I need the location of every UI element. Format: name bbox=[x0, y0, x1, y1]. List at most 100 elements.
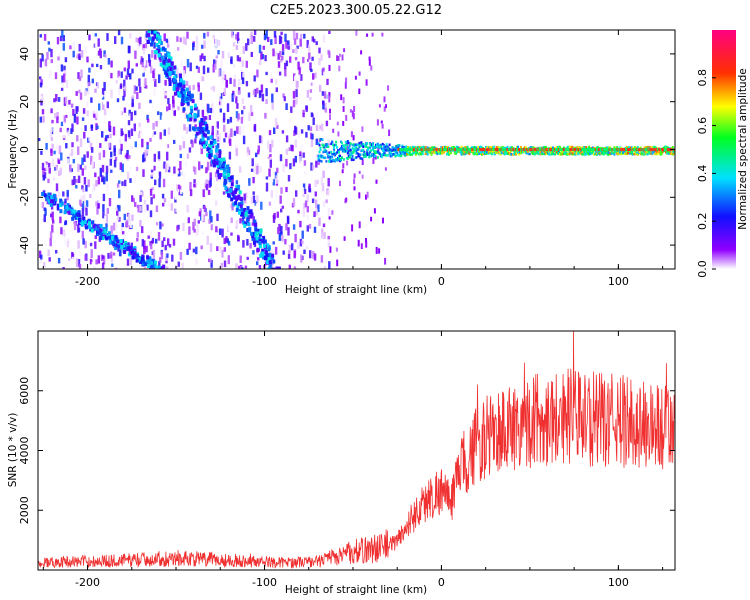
noise-cell bbox=[40, 99, 43, 106]
carrier-cell bbox=[335, 140, 338, 144]
noise-cell bbox=[326, 78, 329, 85]
noise-cell bbox=[199, 92, 203, 100]
signal-cell bbox=[211, 144, 215, 149]
noise-cell bbox=[303, 33, 306, 39]
noise-cell bbox=[202, 189, 205, 197]
noise-cell bbox=[221, 51, 225, 59]
noise-cell bbox=[307, 125, 310, 131]
noise-cell bbox=[253, 36, 256, 42]
noise-cell bbox=[320, 265, 323, 269]
noise-cell bbox=[194, 134, 198, 139]
noise-cell bbox=[147, 235, 150, 239]
noise-cell bbox=[118, 180, 121, 184]
noise-cell bbox=[375, 179, 378, 184]
noise-cell bbox=[179, 161, 182, 170]
colorbar-tick-label: 0.8 bbox=[696, 69, 709, 87]
carrier-cell bbox=[365, 145, 368, 148]
noise-cell bbox=[62, 43, 65, 51]
noise-cell bbox=[254, 88, 257, 98]
noise-cell bbox=[80, 69, 83, 78]
carrier-cell bbox=[374, 151, 376, 155]
signal-cell bbox=[213, 154, 217, 159]
noise-cell bbox=[274, 51, 277, 56]
carrier-cell bbox=[466, 145, 469, 149]
signal-cell bbox=[149, 258, 153, 263]
x-tick-label: 100 bbox=[608, 576, 629, 589]
carrier-cell bbox=[459, 151, 462, 154]
noise-cell bbox=[141, 226, 144, 234]
noise-cell bbox=[287, 175, 291, 182]
noise-cell bbox=[286, 215, 290, 225]
noise-cell bbox=[217, 50, 220, 55]
signal-cell bbox=[218, 161, 222, 166]
noise-cell bbox=[139, 36, 142, 45]
noise-cell bbox=[102, 212, 105, 219]
noise-cell bbox=[272, 179, 275, 186]
noise-cell bbox=[306, 206, 309, 213]
noise-cell bbox=[303, 203, 306, 209]
noise-cell bbox=[148, 54, 151, 63]
noise-cell bbox=[159, 221, 162, 230]
x-tick-label: -100 bbox=[252, 275, 277, 288]
noise-cell bbox=[134, 110, 137, 116]
signal-cell bbox=[76, 215, 80, 220]
carrier-cell bbox=[333, 148, 336, 151]
signal-cell bbox=[191, 99, 195, 104]
noise-cell bbox=[273, 31, 277, 38]
noise-cell bbox=[68, 99, 71, 105]
noise-cell bbox=[192, 248, 196, 253]
noise-cell bbox=[298, 156, 302, 164]
noise-cell bbox=[216, 213, 219, 221]
noise-cell bbox=[149, 137, 152, 142]
carrier-cell bbox=[348, 144, 351, 147]
noise-cell bbox=[327, 207, 331, 217]
noise-cell bbox=[285, 186, 288, 193]
noise-cell bbox=[128, 238, 131, 245]
noise-cell bbox=[101, 164, 105, 173]
noise-cell bbox=[161, 223, 164, 227]
noise-cell bbox=[121, 181, 124, 186]
carrier-cell bbox=[333, 146, 336, 149]
noise-cell bbox=[272, 241, 275, 245]
figure-title: C2E5.2023.300.05.22.G12 bbox=[270, 3, 442, 18]
carrier-cell bbox=[319, 148, 322, 151]
carrier-cell bbox=[510, 153, 513, 156]
carrier-cell bbox=[425, 150, 428, 154]
noise-cell bbox=[39, 34, 42, 38]
noise-cell bbox=[211, 125, 214, 135]
noise-cell bbox=[157, 232, 161, 241]
noise-cell bbox=[92, 183, 95, 193]
noise-cell bbox=[79, 164, 82, 170]
carrier-cell bbox=[473, 146, 476, 149]
noise-cell bbox=[310, 68, 313, 73]
noise-cell bbox=[50, 149, 53, 156]
noise-cell bbox=[97, 255, 100, 264]
signal-cell bbox=[240, 212, 244, 216]
carrier-cell bbox=[627, 151, 629, 155]
noise-cell bbox=[62, 134, 66, 139]
noise-cell bbox=[228, 181, 231, 188]
noise-cell bbox=[218, 88, 222, 97]
noise-cell bbox=[223, 238, 226, 244]
noise-cell bbox=[279, 51, 282, 58]
carrier-cell bbox=[334, 154, 337, 157]
noise-cell bbox=[257, 32, 260, 40]
signal-cell bbox=[187, 117, 190, 122]
signal-cell bbox=[169, 56, 173, 61]
noise-cell bbox=[53, 98, 56, 103]
signal-cell bbox=[99, 223, 103, 228]
noise-cell bbox=[218, 133, 221, 141]
noise-cell bbox=[150, 173, 154, 177]
noise-cell bbox=[331, 210, 334, 215]
signal-cell bbox=[201, 129, 205, 134]
noise-cell bbox=[153, 88, 156, 96]
noise-cell bbox=[311, 198, 315, 203]
noise-cell bbox=[95, 179, 98, 187]
noise-cell bbox=[84, 165, 87, 170]
noise-cell bbox=[81, 49, 84, 58]
noise-cell bbox=[205, 167, 208, 174]
noise-cell bbox=[108, 198, 112, 207]
noise-cell bbox=[99, 143, 102, 148]
carrier-cell bbox=[525, 152, 528, 155]
signal-cell bbox=[215, 145, 219, 150]
